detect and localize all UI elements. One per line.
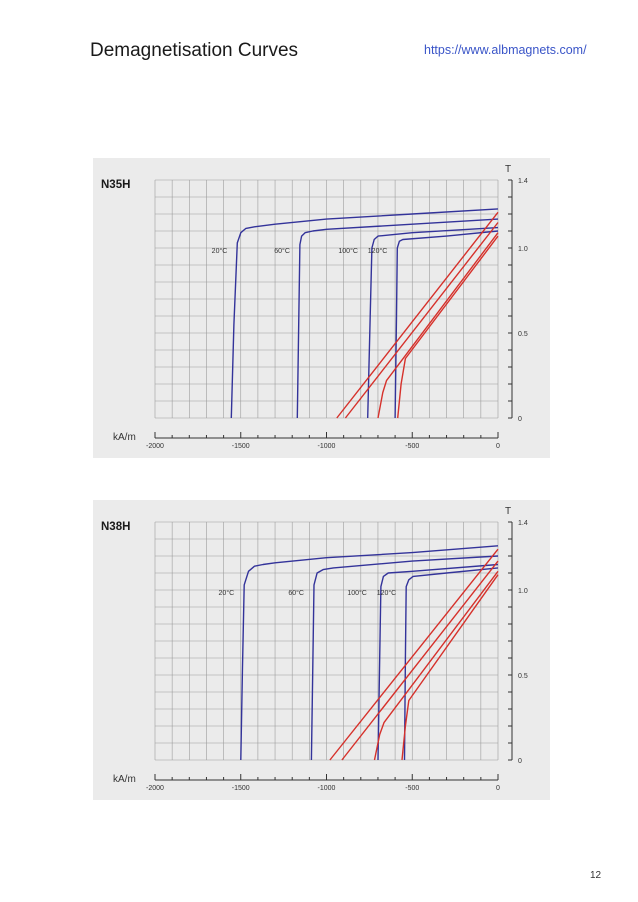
page-title: Demagnetisation Curves [90,40,299,61]
normal-curve-60c [344,222,499,419]
y-tick-label: 0.5 [518,673,528,680]
temperature-label: 100°C [347,589,367,597]
chart-panel-n38h: 0 0.5 1.0 1.4 T -2000 -1500 -1000 -500 0 kA/m N38H 2… [93,500,550,800]
temperature-label: 100°C [338,247,358,255]
x-tick-label: -1500 [232,785,250,792]
temperature-label: 20°C [219,589,235,597]
y-tick-label: 1.4 [518,520,528,527]
temperature-label: 60°C [274,247,290,255]
curves [230,208,499,419]
x-tick-label: -2000 [146,443,164,450]
normal-curve-100c [377,232,499,419]
intrinsic-curve-100c [377,563,499,761]
y-axis-unit: T [505,164,511,175]
website-url-link[interactable]: https://www.albmagnets.com/ [424,43,587,57]
curves [240,545,499,761]
grid [154,179,499,419]
intrinsic-curve-100c [367,226,499,419]
x-tick-label: -2000 [146,785,164,792]
x-tick-label: -1000 [318,785,336,792]
normal-curve-100c [373,570,499,761]
x-tick-label: -1000 [318,443,336,450]
x-tick-label: -500 [405,443,419,450]
y-tick-label: 0 [518,758,522,765]
normal-curve-120c [397,235,499,419]
intrinsic-curve-20c [240,545,499,761]
temperature-label: 120°C [368,247,388,255]
intrinsic-curve-20c [230,208,499,419]
normal-curve-20c [336,211,499,419]
y-tick-label: 1.4 [518,178,528,185]
temperature-label: 20°C [212,247,228,255]
grade-label: N35H [101,179,130,191]
intrinsic-curve-60c [296,218,499,419]
y-tick-label: 1.0 [518,588,528,595]
chart-svg: 0 0.5 1.0 1.4 T -2000 -1500 -1000 -500 0 kA/m N38H 2… [101,506,528,792]
normal-curve-20c [329,548,499,761]
normal-curve-60c [341,560,499,761]
grade-label: N38H [101,521,130,533]
intrinsic-curve-120c [394,230,499,419]
grid [154,521,499,761]
y-tick-label: 1.0 [518,246,528,253]
page-number: 12 [590,870,602,881]
x-tick-label: 0 [496,785,500,792]
x-axis-unit: kA/m [113,432,136,443]
y-axis-unit: T [505,506,511,517]
intrinsic-curve-120c [403,567,499,761]
x-tick-label: 0 [496,443,500,450]
chart-panel-n35h: 0 0.5 1.0 1.4 T -2000 -1500 -1000 -500 0 kA/m N35H 2… [93,158,550,458]
normal-curve-120c [401,574,499,761]
x-axis-unit: kA/m [113,774,136,785]
y-tick-label: 0 [518,416,522,423]
temperature-label: 60°C [288,589,304,597]
intrinsic-curve-60c [310,555,499,761]
x-tick-label: -1500 [232,443,250,450]
chart-svg: 0 0.5 1.0 1.4 T -2000 -1500 -1000 -500 0 kA/m N35H 2… [101,164,528,450]
temperature-label: 120°C [377,589,397,597]
y-tick-label: 0.5 [518,331,528,338]
x-tick-label: -500 [405,785,419,792]
